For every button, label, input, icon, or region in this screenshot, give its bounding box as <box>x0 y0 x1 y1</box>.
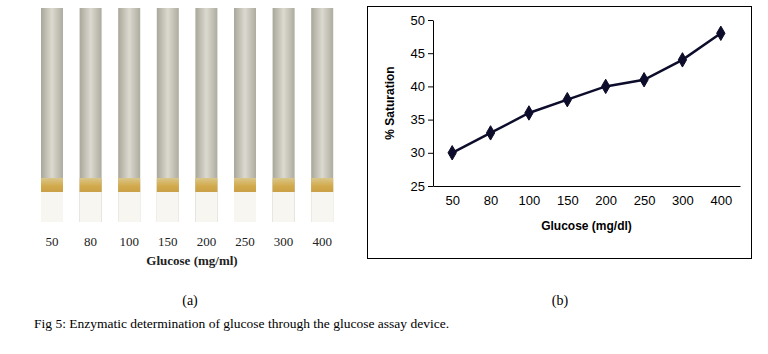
x-tick-label: 150 <box>557 193 579 208</box>
x-tick-label: 100 <box>519 193 541 208</box>
tube-band <box>118 178 140 192</box>
panel-label: (a) <box>182 293 198 309</box>
chart-frame <box>368 7 752 259</box>
y-tick-mark <box>428 153 433 154</box>
data-point <box>448 146 456 160</box>
tube-bottom <box>311 192 333 222</box>
y-tick-mark <box>428 53 433 54</box>
tube <box>273 8 295 222</box>
x-tick-label: 200 <box>595 193 617 208</box>
tube-bottom <box>234 192 256 222</box>
tube-band <box>273 178 295 192</box>
data-point <box>486 126 494 140</box>
tube-label: 400 <box>312 234 332 249</box>
y-tick-label: 50 <box>411 13 425 28</box>
x-tick-label: 400 <box>710 193 732 208</box>
tube-band <box>157 178 179 192</box>
photo-background <box>36 6 342 224</box>
y-tick-label: 35 <box>411 112 425 127</box>
tube-label: 200 <box>197 234 217 249</box>
data-point <box>717 26 725 40</box>
tube-bottom <box>273 192 295 222</box>
tube-bottom <box>195 192 217 222</box>
data-point <box>525 106 533 120</box>
y-tick-mark <box>428 120 433 121</box>
x-tick: 150 <box>557 193 579 208</box>
y-tick-label: 40 <box>411 79 425 94</box>
tube-band <box>41 178 63 192</box>
y-axis-title: % Saturation <box>383 66 397 139</box>
y-axis: 25 30 35 40 45 50 <box>411 13 434 194</box>
y-tick: 40 <box>411 79 433 94</box>
data-point <box>602 79 610 93</box>
x-axis-line <box>434 186 741 187</box>
y-tick: 50 <box>411 13 433 28</box>
tube-body <box>118 8 140 222</box>
y-tick: 30 <box>411 145 433 160</box>
tube-body <box>234 8 256 222</box>
x-axis: 50 80 100 150 200 250 300 400 <box>434 187 741 209</box>
tube-label: 150 <box>158 234 178 249</box>
tube-bottom <box>118 192 140 222</box>
tube <box>80 8 102 222</box>
x-tick-label: 300 <box>672 193 694 208</box>
tube <box>41 8 63 222</box>
y-tick: 25 <box>411 179 433 194</box>
x-tick: 100 <box>519 193 541 208</box>
tube-label: 100 <box>119 234 139 249</box>
x-tick-label: 80 <box>484 193 498 208</box>
tube-label: 80 <box>84 234 97 249</box>
tube <box>311 8 333 222</box>
data-line <box>452 33 721 153</box>
panel-b: 25 30 35 40 45 50 50 80 100 150 200 250 300 400 Glucos… <box>368 7 752 259</box>
tube <box>157 8 179 222</box>
data-point <box>640 73 648 87</box>
tube-bottom <box>80 192 102 222</box>
x-tick: 200 <box>595 193 617 208</box>
tube-label: 250 <box>235 234 255 249</box>
tube-bottom <box>157 192 179 222</box>
y-tick-label: 45 <box>411 46 425 61</box>
x-tick-label: 250 <box>634 193 656 208</box>
tube-body <box>311 8 333 222</box>
tube-band <box>311 178 333 192</box>
x-tick: 50 <box>445 193 459 208</box>
y-tick-mark <box>428 186 433 187</box>
tube-band <box>80 178 102 192</box>
y-tick: 45 <box>411 46 433 61</box>
y-tick-mark <box>428 20 433 21</box>
x-tick: 250 <box>634 193 656 208</box>
panel-a: 50 80 100 150 200 250 300 400 Glucose (mg/ml) <box>36 6 342 268</box>
panel-label: (b) <box>552 293 569 309</box>
y-tick: 35 <box>411 112 433 127</box>
figure: 50 80 100 150 200 250 300 400 Glucose (mg/ml) 25 3… <box>0 0 768 354</box>
caption: Fig 5: Enzymatic determination of glucos… <box>34 316 449 331</box>
y-axis-line <box>433 21 434 187</box>
y-tick-label: 30 <box>411 145 425 160</box>
tube-body <box>157 8 179 222</box>
tube <box>118 8 140 222</box>
tube-bottom <box>41 192 63 222</box>
tube-band <box>234 178 256 192</box>
x-tick-label: 50 <box>445 193 459 208</box>
tube <box>195 8 217 222</box>
data-point <box>678 53 686 67</box>
tube-body <box>80 8 102 222</box>
tube-label: 300 <box>274 234 294 249</box>
tube <box>234 8 256 222</box>
x-tick: 300 <box>672 193 694 208</box>
x-tick: 80 <box>484 193 498 208</box>
y-tick-mark <box>428 86 433 87</box>
tube-body <box>41 8 63 222</box>
tube-band <box>195 178 217 192</box>
x-tick: 400 <box>710 193 732 208</box>
data-point <box>563 92 571 106</box>
axis-title: Glucose (mg/ml) <box>146 253 237 268</box>
tube-body <box>273 8 295 222</box>
x-axis-title: Glucose (mg/dl) <box>541 219 632 233</box>
tube-label: 50 <box>46 234 59 249</box>
y-tick-label: 25 <box>411 179 425 194</box>
plot-area <box>448 26 725 160</box>
tube-body <box>195 8 217 222</box>
